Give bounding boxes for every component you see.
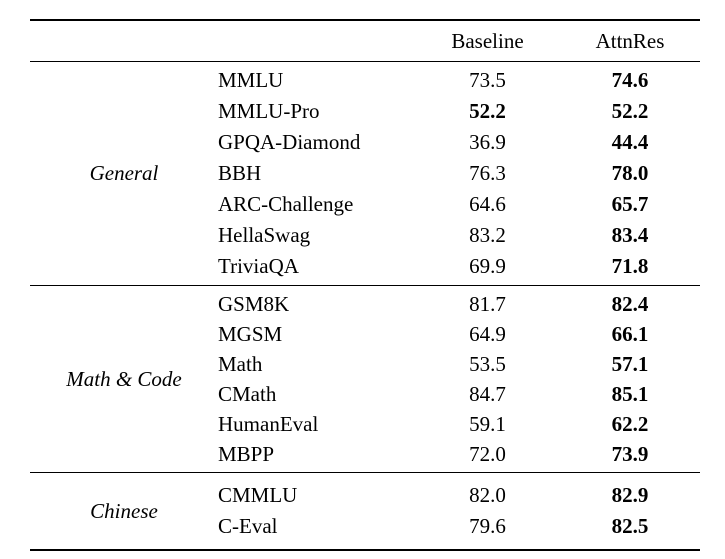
attnres-value: 82.4 — [611, 291, 649, 316]
table-row: Math 53.5 57.1 — [218, 349, 700, 379]
column-header-baseline: Baseline — [451, 28, 524, 53]
benchmark-name: BBH — [218, 161, 262, 185]
table-row: HumanEval 59.1 62.2 — [218, 409, 700, 439]
attnres-value: 62.2 — [611, 411, 649, 436]
baseline-value: 79.6 — [469, 514, 506, 538]
baseline-value: 69.9 — [469, 254, 506, 278]
table-row: GPQA-Diamond 36.9 44.4 — [218, 127, 700, 158]
benchmark-name: MGSM — [218, 321, 283, 346]
baseline-value: 84.7 — [469, 381, 506, 406]
table-row: TriviaQA 69.9 71.8 — [218, 251, 700, 282]
benchmark-name: MMLU — [218, 68, 284, 92]
baseline-value: 53.5 — [469, 351, 506, 376]
table-row: MGSM 64.9 66.1 — [218, 319, 700, 349]
table-row: HellaSwag 83.2 83.4 — [218, 220, 700, 251]
benchmark-name: Math — [218, 351, 263, 376]
benchmark-name: CMMLU — [218, 483, 298, 507]
category-label: Math & Code — [66, 366, 182, 391]
category-label: General — [89, 161, 159, 185]
attnres-value: 74.6 — [611, 68, 649, 92]
table-section: Chinese CMMLU 82.0 82.9 C-Eval 79.6 82.5 — [30, 473, 700, 549]
baseline-value: 36.9 — [469, 130, 506, 154]
table-row: GSM8K 81.7 82.4 — [218, 289, 700, 319]
attnres-value: 85.1 — [611, 381, 649, 406]
table-section: Math & Code GSM8K 81.7 82.4 MGSM 64.9 66.1 Math… — [30, 286, 700, 473]
table-row: MBPP 72.0 73.9 — [218, 439, 700, 469]
attnres-value: 73.9 — [611, 441, 649, 466]
benchmark-name: MMLU-Pro — [218, 99, 320, 123]
table-body: General MMLU 73.5 74.6 MMLU-Pro 52.2 52.2 GPQA-… — [30, 62, 700, 549]
attnres-value: 83.4 — [611, 223, 649, 247]
attnres-value: 66.1 — [611, 321, 649, 346]
baseline-value: 81.7 — [469, 291, 506, 316]
benchmark-name: TriviaQA — [218, 254, 299, 278]
attnres-value: 71.8 — [611, 254, 649, 278]
attnres-value: 57.1 — [611, 351, 649, 376]
benchmark-name: HellaSwag — [218, 223, 311, 247]
baseline-value: 72.0 — [469, 441, 506, 466]
attnres-value: 82.9 — [611, 483, 649, 507]
benchmark-name: CMath — [218, 381, 277, 406]
baseline-value: 73.5 — [469, 68, 506, 92]
table-row: ARC-Challenge 64.6 65.7 — [218, 189, 700, 220]
benchmark-name: ARC-Challenge — [218, 192, 354, 216]
baseline-value: 64.9 — [469, 321, 506, 346]
baseline-value: 59.1 — [469, 411, 506, 436]
table-row: C-Eval 79.6 82.5 — [218, 511, 700, 542]
table-header-row: Baseline AttnRes — [30, 21, 700, 62]
section-rows: MMLU 73.5 74.6 MMLU-Pro 52.2 52.2 GPQA-Diamond… — [218, 65, 700, 282]
table-row: BBH 76.3 78.0 — [218, 158, 700, 189]
attnres-value: 65.7 — [611, 192, 649, 216]
column-header-attnres: AttnRes — [595, 28, 665, 53]
category-label: Chinese — [90, 498, 158, 523]
table-row: MMLU 73.5 74.6 — [218, 65, 700, 96]
baseline-value: 82.0 — [469, 483, 506, 507]
benchmark-name: GSM8K — [218, 291, 290, 316]
benchmark-results-table: Baseline AttnRes General MMLU 73.5 74.6 MMLU… — [30, 19, 700, 551]
table-section: General MMLU 73.5 74.6 MMLU-Pro 52.2 52.2 GPQA-… — [30, 62, 700, 286]
baseline-value: 83.2 — [469, 223, 506, 247]
table-row: CMath 84.7 85.1 — [218, 379, 700, 409]
baseline-value: 52.2 — [469, 99, 506, 123]
baseline-value: 64.6 — [469, 192, 506, 216]
section-rows: CMMLU 82.0 82.9 C-Eval 79.6 82.5 — [218, 480, 700, 542]
benchmark-name: C-Eval — [218, 514, 278, 538]
attnres-value: 82.5 — [611, 514, 649, 538]
section-rows: GSM8K 81.7 82.4 MGSM 64.9 66.1 Math 53.5 57.1 CMa… — [218, 289, 700, 469]
attnres-value: 52.2 — [611, 99, 649, 123]
benchmark-name: HumanEval — [218, 411, 319, 436]
baseline-value: 76.3 — [469, 161, 506, 185]
benchmark-name: MBPP — [218, 441, 275, 466]
benchmark-name: GPQA-Diamond — [218, 130, 361, 154]
attnres-value: 78.0 — [611, 161, 649, 185]
table-row: MMLU-Pro 52.2 52.2 — [218, 96, 700, 127]
attnres-value: 44.4 — [611, 130, 649, 154]
table-row: CMMLU 82.0 82.9 — [218, 480, 700, 511]
